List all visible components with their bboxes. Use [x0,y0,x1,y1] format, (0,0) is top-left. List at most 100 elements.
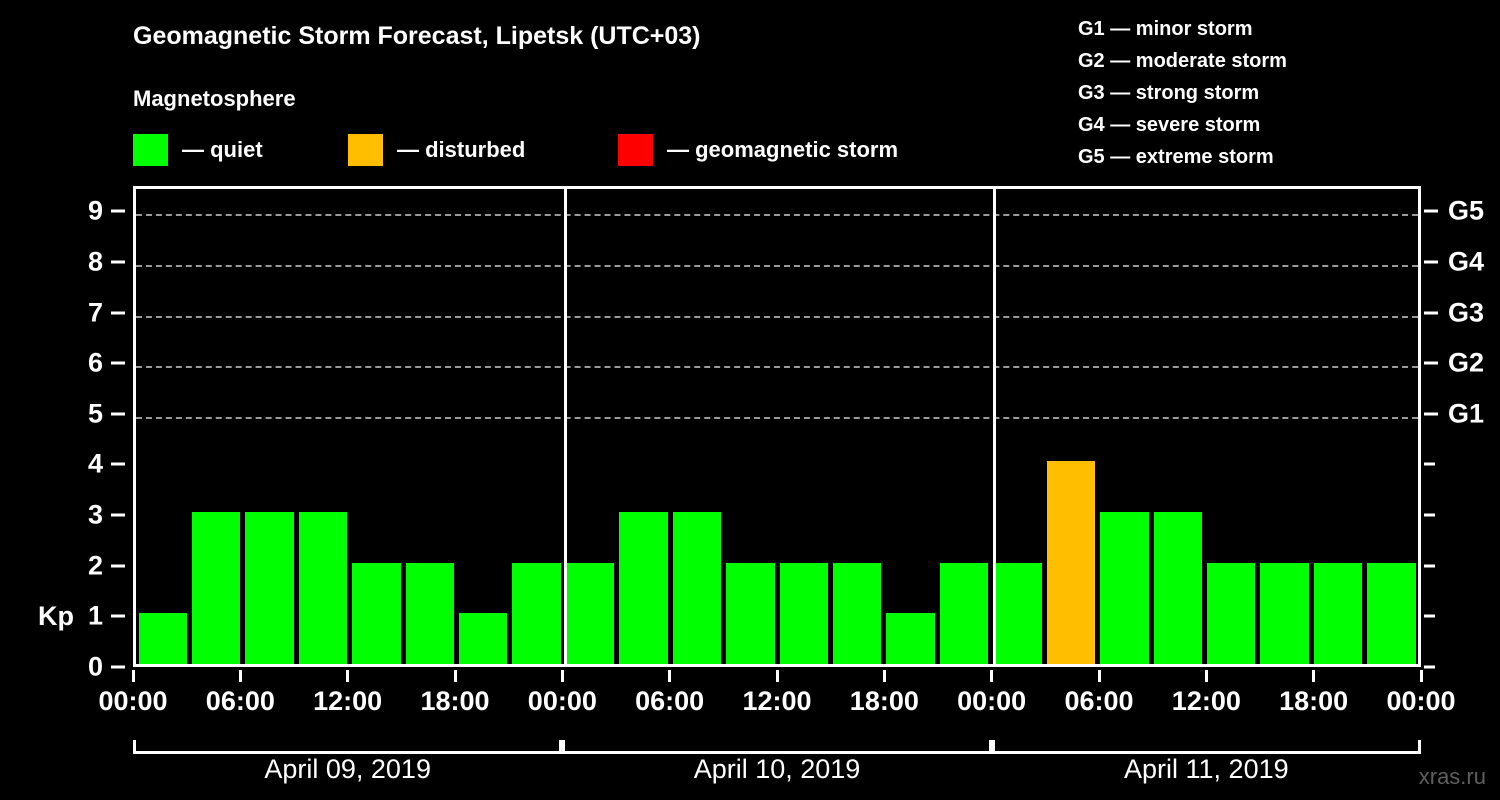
bar[interactable] [459,613,508,664]
bar-slot [243,189,296,664]
g-tick-label-G2: G2 [1448,347,1485,378]
g-tick-mark-G1 [1424,412,1438,416]
bar[interactable] [352,562,401,664]
x-tick-mark-7 [882,670,886,682]
y-tick-mark-1 [111,614,125,618]
bar[interactable] [138,613,187,664]
date-bracket-1 [562,740,992,754]
day-separator-1 [563,189,567,664]
bar-slot [1098,189,1151,664]
legend-section-title: Magnetosphere [133,86,296,111]
bar[interactable] [512,562,561,664]
y-tick-label-6: 6 [87,347,103,378]
gridline-kp-7 [136,315,1418,318]
x-tick-mark-6 [775,670,779,682]
y-tick-label-3: 3 [87,499,103,530]
bar-slot [350,189,403,664]
bar[interactable] [1367,562,1416,664]
bar[interactable] [1313,562,1363,664]
x-tick-mark-4 [560,670,564,682]
bar-slot [1044,189,1097,664]
x-tick-label-4: 00:00 [527,686,597,716]
bar[interactable] [1153,512,1202,664]
bar[interactable] [405,562,455,664]
watermark: xras.ru [1418,764,1486,789]
x-tick-label-5: 06:00 [635,686,705,716]
x-tick-mark-5 [668,670,672,682]
bar-slot [937,189,990,664]
bar[interactable] [779,562,828,664]
bar-slot [1151,189,1204,664]
bar[interactable] [565,562,615,664]
g-tick-mark-G2 [1424,361,1438,365]
bar[interactable] [672,512,722,664]
y-axis-title: Kp [38,601,74,631]
bar[interactable] [886,613,935,664]
bar-slot [991,189,1044,664]
x-tick-label-9: 06:00 [1064,686,1134,716]
x-tick-label-6: 12:00 [742,686,812,716]
bar-slot [563,189,616,664]
bar[interactable] [1046,461,1096,664]
bar-slot [136,189,189,664]
date-bracket-2 [991,740,1421,754]
bar[interactable] [832,562,882,664]
x-axis-ticks [131,670,1423,682]
bar[interactable] [939,562,989,664]
g-axis: G1 G2 G3 G4 G5 [1424,186,1500,669]
g-scale-row-3: G3 — strong storm [1078,82,1260,104]
legend-item-0: — quiet [133,132,263,168]
x-tick-label-8: 00:00 [957,686,1027,716]
y-tick-label-9: 9 [87,195,103,226]
y-tick-label-4: 4 [87,448,103,479]
bar[interactable] [1260,562,1309,664]
bar-slot [830,189,883,664]
y-tick-label-7: 7 [87,297,103,328]
x-tick-mark-12 [1419,670,1423,682]
legend-label: — geomagnetic storm [667,137,899,162]
bar-slot [510,189,563,664]
bar[interactable] [619,512,668,664]
g-scale-legend: G1 — minor storm G2 — moderate storm G3 — … [1078,13,1287,173]
bar-slot [617,189,670,664]
date-label-1: April 10, 2019 [693,754,861,784]
y-tick-mark-3 [111,513,125,517]
y-axis: Kp 0 1 2 3 4 5 6 7 8 9 [0,186,125,682]
y-tick-mark-2 [111,564,125,568]
x-tick-mark-9 [1097,670,1101,682]
bar-slot [403,189,456,664]
g-scale-row-2: G2 — moderate storm [1078,50,1287,72]
x-tick-label-0: 00:00 [98,686,168,716]
date-label-2: April 11, 2019 [1124,754,1289,784]
date-bracket-0 [133,740,563,754]
x-tick-mark-3 [453,670,457,682]
g-axis-minor-tick-1 [1424,614,1435,618]
bar-series [136,189,1418,664]
g-tick-label-G5: G5 [1448,195,1485,226]
legend-item-2: — geomagnetic storm [618,132,898,168]
bar-slot [884,189,937,664]
bar-slot [724,189,777,664]
bar[interactable] [1206,562,1256,664]
y-tick-mark-7 [111,311,125,315]
legend-label: — disturbed [397,137,526,162]
bar[interactable] [298,512,348,664]
gridline-kp-8 [136,264,1418,267]
bar[interactable] [726,562,775,664]
bar[interactable] [191,512,241,664]
bar[interactable] [1100,512,1149,664]
date-labels: April 09, 2019 April 10, 2019 April 11, 20… [133,754,1421,794]
gridline-kp-9 [136,214,1418,217]
g-axis-minor-tick-3 [1424,513,1435,517]
y-tick-label-5: 5 [87,398,103,429]
bar[interactable] [993,562,1042,664]
x-tick-label-3: 18:00 [420,686,490,716]
legend-label: — quiet [182,137,263,162]
x-tick-label-7: 18:00 [849,686,919,716]
x-tick-label-11: 18:00 [1279,686,1349,716]
storm-swatch [618,134,653,166]
bar[interactable] [245,512,294,664]
x-tick-mark-10 [1204,670,1208,682]
x-axis-labels: 00:00 06:00 12:00 18:00 00:00 06:00 12:00 18:00… [0,686,1500,724]
